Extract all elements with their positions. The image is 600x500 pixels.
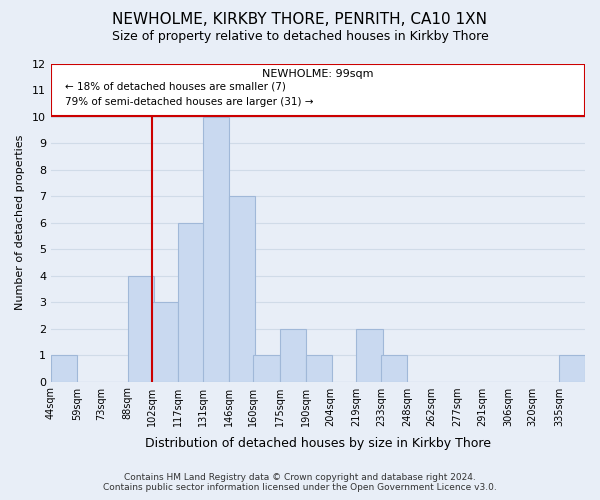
Bar: [356, 328, 383, 382]
Bar: [280, 328, 306, 382]
Y-axis label: Number of detached properties: Number of detached properties: [15, 135, 25, 310]
Text: NEWHOLME: 99sqm: NEWHOLME: 99sqm: [262, 69, 374, 79]
Bar: [178, 223, 205, 382]
Bar: [253, 355, 280, 382]
Text: NEWHOLME, KIRKBY THORE, PENRITH, CA10 1XN: NEWHOLME, KIRKBY THORE, PENRITH, CA10 1X…: [113, 12, 487, 28]
Bar: [152, 302, 178, 382]
X-axis label: Distribution of detached houses by size in Kirkby Thore: Distribution of detached houses by size …: [145, 437, 491, 450]
Bar: [128, 276, 154, 382]
Text: ← 18% of detached houses are smaller (7): ← 18% of detached houses are smaller (7): [65, 82, 286, 92]
Text: Size of property relative to detached houses in Kirkby Thore: Size of property relative to detached ho…: [112, 30, 488, 43]
Text: 79% of semi-detached houses are larger (31) →: 79% of semi-detached houses are larger (…: [65, 98, 313, 108]
Bar: [51, 355, 77, 382]
FancyBboxPatch shape: [51, 64, 585, 116]
Bar: [229, 196, 255, 382]
Bar: [203, 117, 229, 382]
Bar: [559, 355, 585, 382]
Bar: [381, 355, 407, 382]
Text: Contains HM Land Registry data © Crown copyright and database right 2024.
Contai: Contains HM Land Registry data © Crown c…: [103, 473, 497, 492]
Bar: [306, 355, 332, 382]
